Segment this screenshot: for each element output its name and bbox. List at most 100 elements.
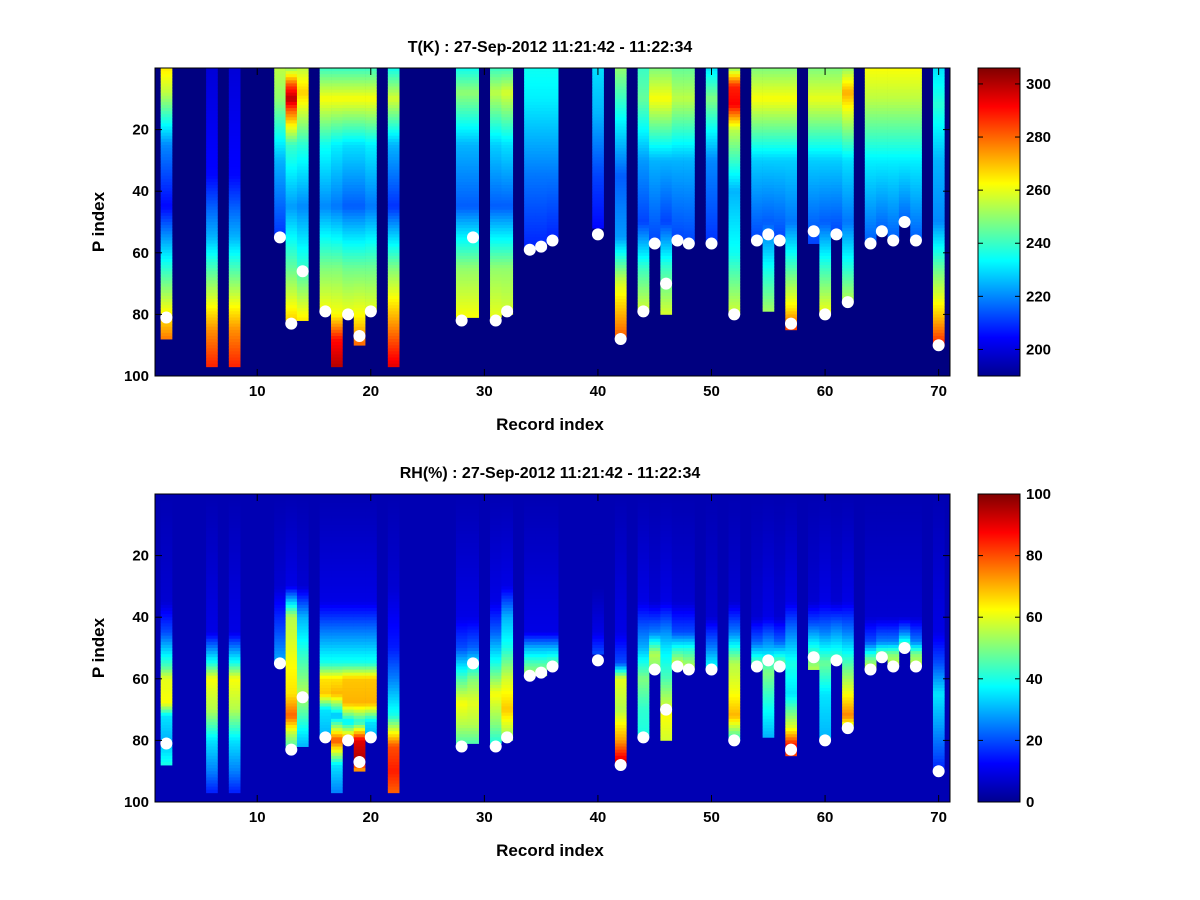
column-cell xyxy=(546,534,559,538)
column-cell xyxy=(455,574,468,578)
column-cell xyxy=(728,240,741,244)
column-cell xyxy=(490,277,502,281)
surface-marker xyxy=(773,234,786,247)
column-cell xyxy=(331,521,343,526)
column-cell xyxy=(762,104,775,109)
column-cell xyxy=(228,120,241,124)
column-cell xyxy=(228,694,241,698)
column-cell xyxy=(467,648,479,652)
data-column xyxy=(535,494,548,677)
column-cell xyxy=(671,114,684,118)
column-cell xyxy=(467,197,479,201)
column-cell xyxy=(206,765,218,769)
column-cell xyxy=(331,175,343,180)
column-cell xyxy=(331,672,343,677)
column-cell xyxy=(160,305,173,309)
column-cell xyxy=(785,249,797,254)
column-cell xyxy=(365,663,377,667)
column-cell xyxy=(683,86,695,90)
column-cell xyxy=(342,80,355,84)
column-cell xyxy=(637,564,650,569)
column-cell xyxy=(501,663,514,667)
column-cell xyxy=(387,132,400,137)
column-cell xyxy=(785,274,797,278)
column-cell xyxy=(228,154,241,158)
column-cell xyxy=(365,567,377,572)
column-cell xyxy=(319,283,332,288)
column-cell xyxy=(331,274,343,278)
column-cell xyxy=(660,246,673,251)
column-cell xyxy=(785,178,797,183)
column-cell xyxy=(455,299,468,303)
column-cell xyxy=(637,108,650,112)
column-cell xyxy=(910,188,922,192)
column-cell xyxy=(365,598,377,603)
surface-marker xyxy=(909,234,922,247)
column-cell xyxy=(808,157,820,161)
column-cell xyxy=(785,89,797,94)
column-cell xyxy=(649,132,661,137)
column-cell xyxy=(819,181,832,186)
column-cell xyxy=(501,660,514,664)
column-cell xyxy=(342,77,355,81)
colorbar-tick-label: 280 xyxy=(1026,129,1051,146)
column-cell xyxy=(455,262,468,266)
column-cell xyxy=(614,329,627,334)
column-cell xyxy=(501,83,514,87)
column-cell xyxy=(206,500,218,504)
column-cell xyxy=(331,543,343,547)
column-cell xyxy=(455,215,468,220)
column-cell xyxy=(660,160,673,164)
column-cell xyxy=(206,209,218,214)
column-cell xyxy=(683,222,695,226)
column-cell xyxy=(762,151,775,155)
column-cell xyxy=(501,154,514,158)
column-cell xyxy=(524,126,536,130)
column-cell xyxy=(773,98,786,103)
column-cell xyxy=(524,132,536,137)
column-cell xyxy=(274,111,286,115)
column-cell xyxy=(285,521,298,526)
column-cell xyxy=(649,595,661,600)
column-cell xyxy=(501,552,514,556)
column-cell xyxy=(160,549,173,553)
column-cell xyxy=(331,101,343,106)
column-cell xyxy=(160,191,173,195)
column-cell xyxy=(490,648,502,652)
column-cell xyxy=(614,497,627,501)
column-cell xyxy=(342,663,355,667)
column-cell xyxy=(206,786,218,791)
column-cell xyxy=(898,80,911,84)
column-cell xyxy=(296,546,309,550)
column-cell xyxy=(773,163,786,167)
column-cell xyxy=(864,191,877,195)
column-cell xyxy=(819,108,832,112)
data-column xyxy=(228,494,241,794)
column-cell xyxy=(353,614,366,618)
column-cell xyxy=(331,141,343,146)
column-cell xyxy=(490,240,502,244)
column-cell xyxy=(614,286,627,291)
column-cell xyxy=(546,540,559,544)
column-cell xyxy=(387,555,400,560)
column-cell xyxy=(353,675,366,680)
column-cell xyxy=(535,132,548,137)
column-cell xyxy=(331,503,343,507)
column-cell xyxy=(331,314,343,318)
column-cell xyxy=(228,135,241,140)
column-cell xyxy=(751,129,763,134)
column-cell xyxy=(296,175,309,180)
column-cell xyxy=(705,80,718,84)
column-cell xyxy=(285,703,298,707)
column-cell xyxy=(160,302,173,306)
column-cell xyxy=(206,524,218,529)
column-cell xyxy=(501,500,514,504)
column-cell xyxy=(592,197,604,201)
column-cell xyxy=(319,126,332,130)
column-cell xyxy=(365,108,377,112)
column-cell xyxy=(387,657,400,661)
column-cell xyxy=(660,274,673,278)
column-cell xyxy=(614,271,627,275)
column-cell xyxy=(387,725,400,729)
column-cell xyxy=(353,132,366,137)
